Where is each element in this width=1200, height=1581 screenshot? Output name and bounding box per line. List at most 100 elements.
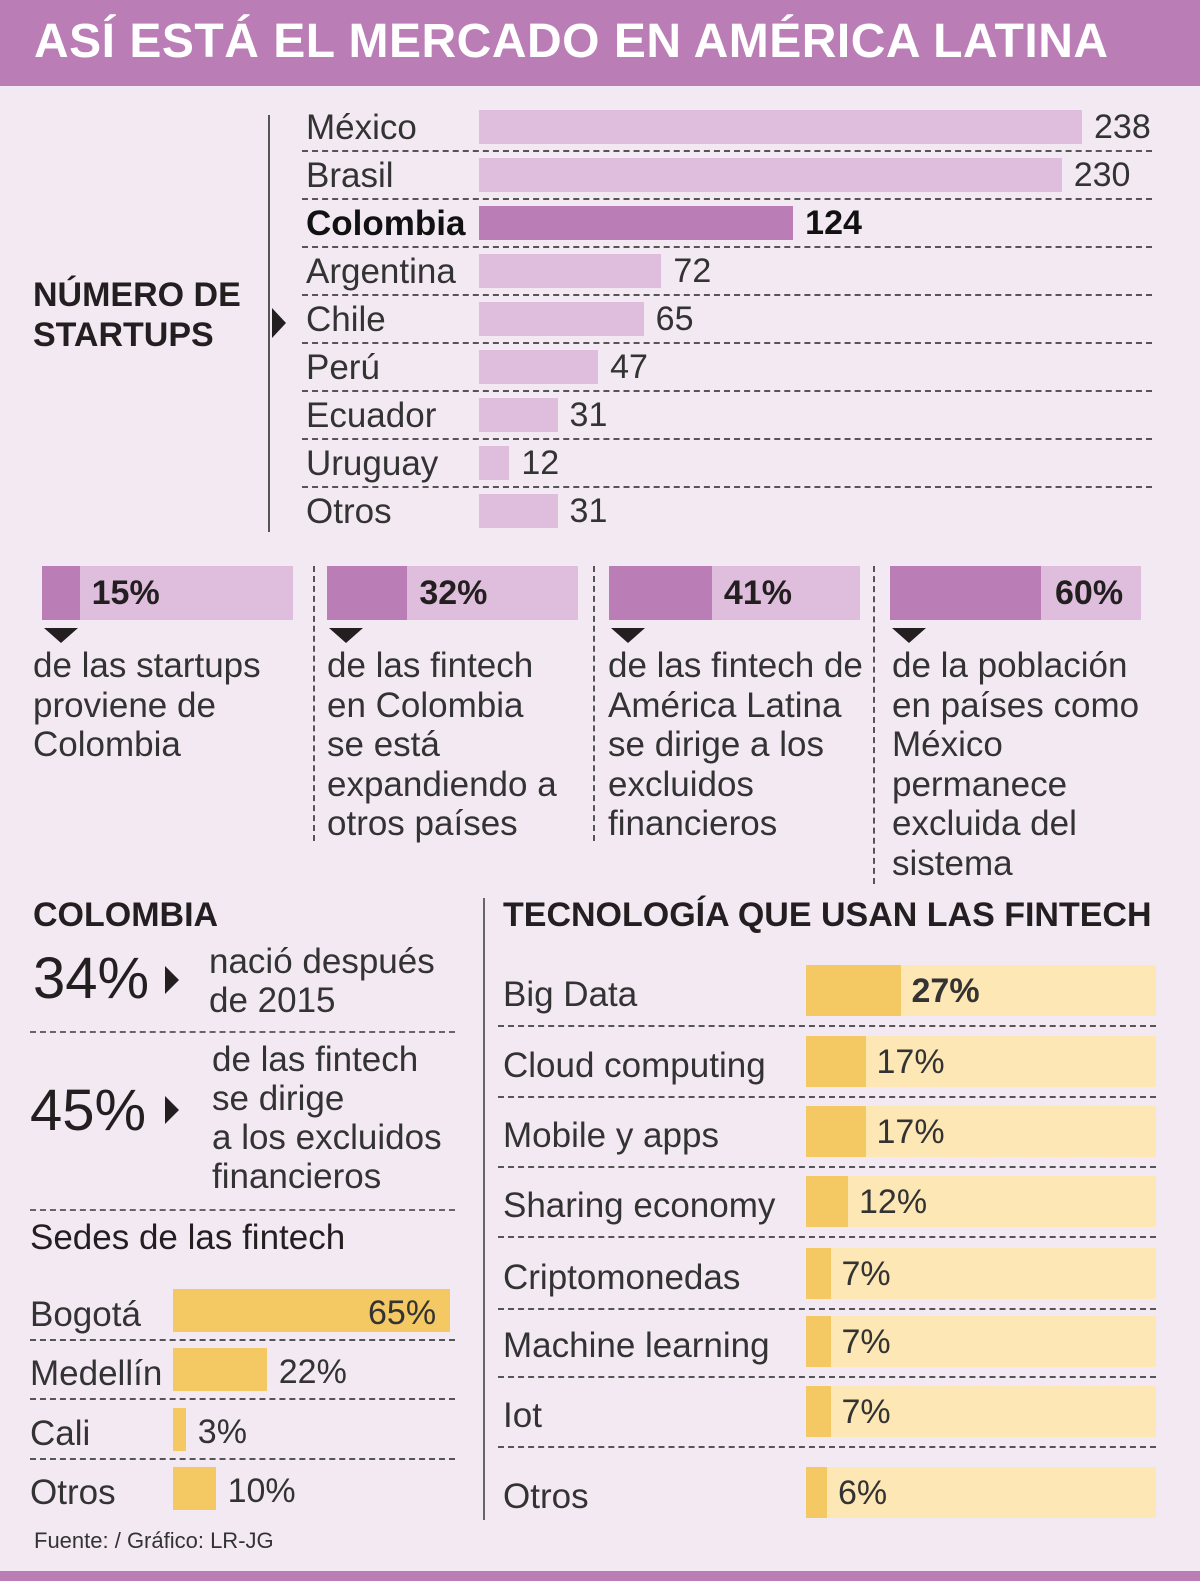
startup-value: 72: [673, 252, 712, 290]
header: ASÍ ESTÁ EL MERCADO EN AMÉRICA LATINA: [0, 0, 1200, 86]
pointer-down-icon: [44, 628, 78, 643]
country-label: Chile: [306, 300, 386, 339]
city-label: Medellín: [30, 1354, 163, 1393]
stat-track: [42, 566, 293, 620]
startup-value: 47: [610, 348, 648, 386]
row-divider: [302, 390, 1152, 392]
startup-value: 230: [1073, 156, 1131, 194]
tech-row: Big Data 27%: [498, 965, 1156, 1035]
sede-bar: [173, 1348, 267, 1391]
stat-description-line: América Latina: [608, 685, 842, 725]
pointer-arrow-icon: [272, 308, 286, 338]
startup-value: 65: [655, 300, 694, 338]
startup-row: Argentina 72: [302, 248, 1152, 296]
startups-divider-line: [268, 115, 270, 532]
tech-value: 12%: [859, 1183, 928, 1221]
startup-bar: [479, 494, 558, 528]
tech-bar: [806, 1386, 831, 1437]
city-label: Otros: [30, 1473, 116, 1512]
stat-description-line: permanece: [892, 764, 1068, 804]
startup-row: Uruguay 12: [302, 440, 1152, 488]
stat-percent: 41%: [723, 574, 792, 612]
stat-percent: 15%: [91, 574, 160, 612]
row-divider: [498, 1446, 1156, 1448]
startup-row: México 238: [302, 104, 1152, 152]
country-label: Brasil: [306, 156, 394, 195]
tech-row: Mobile y apps 17%: [498, 1106, 1156, 1176]
tech-label: Mobile y apps: [503, 1116, 719, 1155]
stats-divider: [593, 566, 595, 841]
column-divider-line: [483, 898, 485, 1520]
tech-bar: [806, 1036, 866, 1087]
pointer-down-icon: [329, 628, 363, 643]
tech-label: Iot: [503, 1396, 542, 1435]
row-divider: [302, 438, 1152, 440]
tech-bar: [806, 1176, 848, 1227]
startup-row: Ecuador 31: [302, 392, 1152, 440]
row-divider: [302, 150, 1152, 152]
tech-label: Sharing economy: [503, 1186, 776, 1225]
row-divider: [30, 1398, 455, 1400]
row-divider: [302, 486, 1152, 488]
sede-bar: [173, 1289, 450, 1332]
startup-row: Perú 47: [302, 344, 1152, 392]
row-divider: [30, 1339, 455, 1341]
tech-track: [806, 1386, 1156, 1437]
tech-value: 17%: [876, 1113, 945, 1151]
stat-description-line: expandiendo a: [327, 764, 557, 804]
stat-fill: [609, 566, 712, 620]
divider: [30, 1031, 455, 1033]
tech-track: [806, 1467, 1156, 1518]
tech-value: 7%: [841, 1255, 891, 1293]
sede-bar: [173, 1467, 216, 1510]
fact-45-percent: 45%: [30, 1078, 147, 1143]
startup-value: 31: [569, 492, 608, 530]
colombia-title: COLOMBIA: [33, 896, 219, 934]
tech-track: [806, 1248, 1156, 1299]
tech-row: Otros 6%: [498, 1467, 1156, 1537]
startup-row: Otros 31: [302, 488, 1152, 536]
startup-row: Chile 65: [302, 296, 1152, 344]
tech-bar: [806, 1467, 827, 1518]
row-divider: [302, 294, 1152, 296]
pointer-down-icon: [892, 628, 926, 643]
stats-divider: [313, 566, 315, 841]
stat-percent: 60%: [1055, 574, 1124, 612]
stats-divider: [873, 566, 875, 884]
fact-45-note-line: de las fintech: [212, 1040, 419, 1079]
row-divider: [498, 1166, 1156, 1168]
tech-label: Machine learning: [503, 1326, 770, 1365]
divider: [30, 1209, 455, 1211]
stat-description-line: sistema: [892, 843, 1013, 883]
source-note: Fuente: / Gráfico: LR-JG: [34, 1528, 274, 1553]
country-label: Argentina: [306, 252, 456, 291]
tech-value: 7%: [841, 1323, 891, 1361]
tech-value: 17%: [876, 1043, 945, 1081]
tech-row: Cloud computing 17%: [498, 1036, 1156, 1106]
stat-fill: [42, 566, 80, 620]
tech-label: Otros: [503, 1477, 589, 1516]
tech-label: Big Data: [503, 975, 638, 1014]
startup-value: 124: [805, 204, 862, 242]
sede-row: Bogotá 65%: [30, 1289, 455, 1348]
tech-label: Criptomonedas: [503, 1258, 741, 1297]
stat-description: de la población en países como México perma…: [892, 646, 1139, 883]
stat-description-line: de las fintech de: [608, 646, 863, 685]
fact-34-note-line: de 2015: [209, 981, 336, 1020]
stat-fill: [890, 566, 1041, 620]
stat-description: de las fintech de América Latina se dirige…: [608, 646, 863, 844]
sede-row: Cali 3%: [30, 1408, 455, 1467]
fact-34-percent: 34%: [33, 946, 150, 1011]
startup-value: 12: [521, 444, 560, 482]
tech-bar: [806, 965, 901, 1016]
stat-percent: 32%: [419, 574, 488, 612]
fact-45-note-line: a los excluidos: [212, 1118, 442, 1157]
tech-track: [806, 1176, 1156, 1227]
startup-row: Colombia 124: [302, 200, 1152, 248]
pointer-down-icon: [611, 628, 645, 643]
tech-row: Machine learning 7%: [498, 1316, 1156, 1386]
stat-description-line: excluidos: [608, 764, 754, 804]
startups-title-line1: NÚMERO DE: [33, 276, 241, 314]
fact-45-note-line: financieros: [212, 1157, 382, 1196]
row-divider: [498, 1025, 1156, 1027]
